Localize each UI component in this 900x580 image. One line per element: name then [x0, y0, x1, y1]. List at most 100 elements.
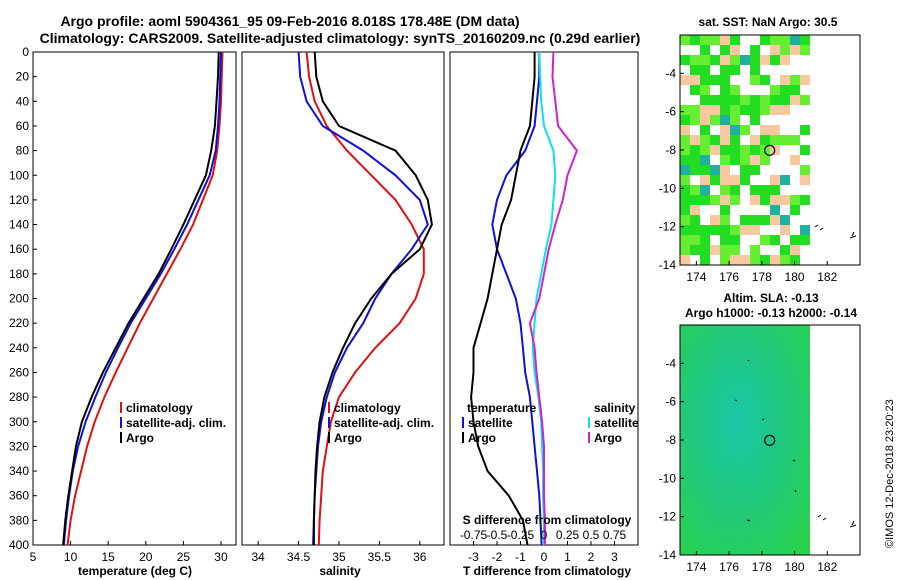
sst-grid-cell — [700, 175, 710, 185]
sst-grid-cell — [760, 185, 770, 195]
x-tick-label: 2 — [588, 550, 595, 564]
y-tick-label: 260 — [9, 365, 29, 379]
salinity-xlabel: salinity — [319, 564, 361, 578]
temperature-axes-frame — [32, 51, 237, 546]
sst-grid-cell — [700, 105, 710, 115]
sst-grid-cell — [800, 145, 810, 155]
sst-grid-cell — [680, 135, 690, 145]
sst-grid-cell — [750, 95, 760, 105]
top-tick-label: 0.75 — [603, 528, 627, 542]
sst-grid-cell — [760, 95, 770, 105]
sst-grid-cell — [730, 175, 740, 185]
top-tick-label: 0 — [541, 528, 548, 542]
sst-grid-cell — [730, 155, 740, 165]
difference-series-salinity-satellite — [531, 52, 557, 545]
sst-grid-cell — [720, 135, 730, 145]
difference-legend-salinity: salinity satellite Argo — [588, 401, 639, 445]
sst-grid-cell — [680, 105, 690, 115]
sst-grid-cell — [710, 135, 720, 145]
sst-grid-cell — [710, 35, 720, 45]
sst-grid-cell — [730, 95, 740, 105]
sst-grid-cell — [730, 35, 740, 45]
sst-grid-cell — [690, 165, 700, 175]
legend-label-argo: Argo — [334, 431, 362, 445]
map-y-tick-label: -10 — [659, 471, 677, 485]
sst-grid-cell — [780, 245, 790, 255]
y-tick-label: 120 — [9, 193, 29, 207]
sst-grid-cell — [730, 135, 740, 145]
sst-grid-cell — [720, 45, 730, 55]
sst-grid-cell — [780, 35, 790, 45]
sst-grid-cell — [710, 195, 720, 205]
sst-grid-cell — [700, 55, 710, 65]
map-y-tick-label: -14 — [659, 258, 677, 272]
sst-grid-cell — [740, 145, 750, 155]
sst-grid-cell — [800, 35, 810, 45]
sst-grid-cell — [740, 165, 750, 175]
sst-grid-cell — [730, 185, 740, 195]
y-tick-label: 280 — [9, 390, 29, 404]
sst-grid-cell — [760, 125, 770, 135]
sst-grid-cell — [750, 185, 760, 195]
difference-series-salinity-argo — [528, 52, 579, 545]
sst-grid-cell — [690, 155, 700, 165]
y-tick-label: 20 — [16, 70, 30, 84]
sst-grid-cell — [720, 195, 730, 205]
sst-grid-cell — [720, 75, 730, 85]
difference-top-xlabel: S difference from climatology — [463, 513, 632, 527]
sst-grid-cell — [690, 245, 700, 255]
sst-grid-cell — [750, 75, 760, 85]
sst-grid-cell — [790, 155, 800, 165]
sst-grid-cell — [690, 205, 700, 215]
y-tick-label: 80 — [16, 144, 30, 158]
sst-grid-cell — [760, 55, 770, 65]
sst-grid-cell — [680, 125, 690, 135]
sst-grid-cell — [800, 75, 810, 85]
salinity-panel: 34 34.5 35 35.5 36 salinity climatology sate… — [241, 51, 445, 578]
sst-grid-cell — [730, 105, 740, 115]
map-x-tick-label: 180 — [785, 560, 805, 574]
sst-grid-cell — [800, 235, 810, 245]
sst-grid-cell — [770, 235, 780, 245]
legend-label-argo: Argo — [126, 431, 154, 445]
sst-grid-cell — [800, 195, 810, 205]
temperature-series-climatology — [66, 52, 224, 545]
sst-grid-cell — [780, 105, 790, 115]
sst-grid-cell — [770, 105, 780, 115]
sst-grid-cell — [770, 205, 780, 215]
sst-grid-cell — [700, 135, 710, 145]
sst-grid-cell — [750, 115, 760, 125]
map-x-tick-label: 174 — [686, 560, 706, 574]
x-tick-label: 5 — [30, 550, 37, 564]
sst-grid-cell — [690, 235, 700, 245]
sst-grid-cell — [740, 125, 750, 135]
sst-grid-cell — [690, 135, 700, 145]
x-tick-label: -1 — [515, 550, 526, 564]
salinity-series-argo — [312, 52, 433, 545]
map-y-tick-label: -14 — [659, 548, 677, 562]
legend-label-temp-argo: Argo — [468, 431, 496, 445]
sst-grid-cell — [760, 215, 770, 225]
sst-grid-cell — [710, 215, 720, 225]
sst-grid-cell — [730, 125, 740, 135]
sst-grid-cell — [800, 175, 810, 185]
legend-label-climatology: climatology — [126, 401, 193, 415]
map-x-tick-label: 182 — [817, 270, 837, 284]
sst-grid-cell — [690, 115, 700, 125]
sst-grid-cell — [700, 65, 710, 75]
sst-grid-cell — [690, 185, 700, 195]
sst-grid-cell — [770, 175, 780, 185]
temperature-series-satellite-adj-clim- — [62, 52, 222, 545]
sst-grid-cell — [770, 135, 780, 145]
altimetry-title-line-2: Argo h1000: -0.13 h2000: -0.14 — [685, 306, 857, 320]
title-line-1: Argo profile: aoml 5904361_95 09-Feb-201… — [60, 13, 519, 29]
sst-grid-cell — [740, 95, 750, 105]
sst-grid-cell — [790, 95, 800, 105]
sst-grid-cell — [710, 245, 720, 255]
sst-grid-cell — [730, 45, 740, 55]
x-tick-label: -3 — [468, 550, 479, 564]
map-y-tick-label: -10 — [659, 181, 677, 195]
sst-grid-cell — [680, 235, 690, 245]
y-tick-label: 0 — [22, 45, 29, 59]
sst-grid-cell — [800, 125, 810, 135]
